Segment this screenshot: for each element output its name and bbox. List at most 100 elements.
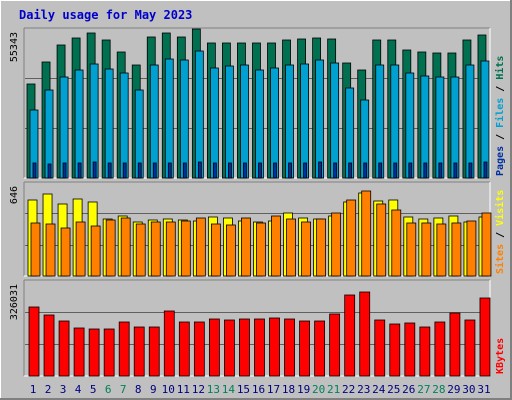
legend-entry-visits: Visits — [494, 190, 506, 226]
bar-kbytes-day-4 — [73, 327, 85, 377]
x-tick-label-day-10: 10 — [162, 383, 175, 396]
x-tick-label-day-14: 14 — [222, 383, 236, 396]
bar-files-day-24 — [375, 64, 385, 179]
x-tick-label-day-21: 21 — [327, 383, 340, 396]
bar-pages-day-30 — [468, 162, 473, 179]
bar-pages-day-2 — [47, 163, 52, 179]
bar-pages-day-31 — [483, 161, 488, 179]
bar-pages-day-27 — [423, 162, 428, 179]
chart-panels: 55343 Pages / Files / Hits 646 Sites / Visi… — [9, 27, 506, 396]
x-tick-label-day-5: 5 — [90, 383, 97, 396]
bar-files-day-11 — [179, 59, 189, 179]
scale-label-hits_files_pages: 55343 — [9, 32, 20, 62]
bar-kbytes-day-5 — [88, 328, 100, 377]
bar-kbytes-day-14 — [224, 319, 235, 377]
bar-sites-day-8 — [135, 223, 146, 277]
bar-pages-day-25 — [393, 162, 398, 179]
legend-kbytes: KBytes — [495, 338, 506, 374]
bar-kbytes-day-23 — [359, 291, 371, 377]
legend-separator: / — [495, 226, 506, 244]
bar-pages-day-8 — [137, 162, 142, 179]
bar-pages-day-21 — [333, 162, 338, 179]
bar-pages-day-15 — [243, 162, 247, 179]
bar-files-day-25 — [390, 64, 400, 179]
chart-title: Daily usage for May 2023 — [19, 8, 192, 22]
bar-sites-day-22 — [346, 199, 357, 277]
bar-files-day-15 — [240, 64, 249, 179]
bar-pages-day-12 — [197, 161, 202, 179]
x-tick-label-day-28: 28 — [432, 383, 445, 396]
bar-kbytes-day-25 — [389, 323, 401, 377]
bar-kbytes-day-9 — [148, 326, 160, 377]
bar-files-day-21 — [330, 62, 340, 179]
bar-pages-day-29 — [453, 162, 458, 179]
bar-kbytes-day-19 — [299, 320, 310, 377]
bar-sites-day-28 — [436, 223, 447, 277]
bar-kbytes-day-15 — [239, 318, 250, 377]
bar-sites-day-20 — [316, 218, 327, 277]
x-tick-label-day-9: 9 — [150, 383, 157, 396]
bar-sites-day-2 — [45, 223, 56, 277]
bar-pages-day-17 — [273, 162, 277, 179]
x-tick-label-day-6: 6 — [105, 383, 112, 396]
bar-pages-day-23 — [363, 162, 368, 179]
bar-sites-day-9 — [150, 221, 161, 277]
bar-sites-day-27 — [421, 222, 432, 277]
bar-pages-day-14 — [228, 162, 232, 179]
bar-kbytes-day-24 — [374, 319, 386, 377]
bar-kbytes-day-2 — [43, 314, 55, 377]
bar-sites-day-1 — [30, 222, 41, 277]
x-tick-label-day-2: 2 — [45, 383, 52, 396]
legend-separator: / — [495, 80, 506, 98]
bar-sites-day-15 — [241, 217, 251, 277]
bar-sites-day-7 — [120, 217, 131, 277]
bar-files-day-4 — [74, 69, 84, 179]
bar-sites-day-25 — [391, 209, 402, 277]
bar-sites-day-4 — [75, 221, 86, 277]
bar-pages-day-7 — [122, 162, 127, 179]
bar-pages-day-18 — [288, 162, 292, 179]
bar-files-day-26 — [405, 72, 415, 179]
bar-files-day-12 — [194, 50, 204, 179]
x-tick-label-day-3: 3 — [60, 383, 67, 396]
bar-files-day-10 — [164, 58, 174, 179]
bar-pages-day-6 — [107, 162, 112, 179]
bar-files-day-14 — [225, 65, 234, 179]
x-tick-label-day-1: 1 — [30, 383, 37, 396]
bar-sites-day-17 — [271, 215, 281, 277]
bar-kbytes-day-17 — [269, 317, 280, 377]
x-tick-label-day-8: 8 — [135, 383, 142, 396]
bar-kbytes-day-11 — [178, 321, 190, 377]
x-tick-label-day-25: 25 — [387, 383, 400, 396]
bar-kbytes-day-29 — [449, 312, 461, 377]
x-tick-label-day-24: 24 — [372, 383, 386, 396]
x-tick-label-day-26: 26 — [402, 383, 415, 396]
bar-kbytes-day-28 — [434, 321, 446, 377]
bar-sites-day-23 — [361, 190, 372, 277]
bar-pages-day-4 — [77, 162, 82, 179]
bar-kbytes-day-21 — [329, 313, 341, 377]
bar-sites-day-12 — [195, 217, 206, 277]
bar-pages-day-3 — [62, 162, 67, 179]
bar-files-day-20 — [315, 59, 325, 179]
bar-pages-day-16 — [258, 162, 262, 179]
bar-kbytes-day-27 — [419, 326, 431, 377]
bar-files-day-18 — [285, 64, 294, 179]
bar-files-day-30 — [465, 64, 475, 179]
x-tick-label-day-19: 19 — [297, 383, 310, 396]
bar-sites-day-16 — [256, 222, 266, 277]
bar-files-day-16 — [255, 69, 264, 179]
x-tick-label-day-13: 13 — [207, 383, 220, 396]
bar-sites-day-24 — [376, 203, 387, 277]
bar-kbytes-day-6 — [103, 328, 115, 377]
bar-kbytes-day-22 — [344, 294, 356, 377]
x-tick-label-day-7: 7 — [120, 383, 127, 396]
bar-files-day-6 — [104, 68, 114, 179]
bar-sites-day-21 — [331, 212, 342, 277]
legend-hits_files_pages: Pages / Files / Hits — [494, 56, 506, 176]
bar-files-day-5 — [89, 63, 99, 179]
bar-sites-day-13 — [210, 223, 221, 277]
legend-entry-kbytes: KBytes — [495, 338, 506, 374]
